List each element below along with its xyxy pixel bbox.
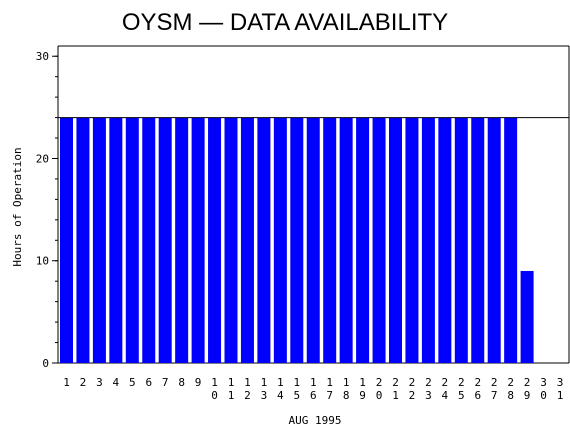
x-tick-label-3: 3 bbox=[96, 376, 103, 389]
bars bbox=[60, 117, 534, 363]
bar-13 bbox=[257, 117, 271, 363]
bar-22 bbox=[405, 117, 419, 363]
bar-29 bbox=[520, 270, 534, 363]
x-tick-label-6: 6 bbox=[145, 376, 152, 389]
y-tick-label-30: 30 bbox=[36, 50, 49, 63]
y-axis: 0 10 20 30 bbox=[36, 50, 58, 370]
bar-11 bbox=[224, 117, 238, 363]
bar-17 bbox=[323, 117, 337, 363]
x-tick-label-5: 5 bbox=[129, 376, 136, 389]
x-tick-label-8: 8 bbox=[178, 376, 185, 389]
bar-6 bbox=[142, 117, 156, 363]
bar-24 bbox=[438, 117, 452, 363]
x-axis: 1 2 3 4 5 6 7 8 9 1 01 11 21 31 41 51 61 71 81 92 02 12 22 32 42… bbox=[63, 376, 563, 402]
bar-18 bbox=[339, 117, 353, 363]
bar-19 bbox=[356, 117, 370, 363]
y-tick-label-0: 0 bbox=[42, 357, 49, 370]
bar-28 bbox=[504, 117, 518, 363]
x-tick-label-2: 2 bbox=[80, 376, 87, 389]
bar-1 bbox=[60, 117, 73, 363]
x-axis-label: AUG 1995 bbox=[289, 414, 342, 427]
bar-9 bbox=[191, 117, 205, 363]
bar-8 bbox=[175, 117, 189, 363]
bar-14 bbox=[273, 117, 287, 363]
x-tick-label-1: 1 bbox=[63, 376, 70, 389]
bar-5 bbox=[125, 117, 139, 363]
bar-20 bbox=[372, 117, 386, 363]
bar-3 bbox=[92, 117, 106, 363]
bar-25 bbox=[454, 117, 468, 363]
bar-23 bbox=[421, 117, 435, 363]
bar-10 bbox=[208, 117, 222, 363]
x-tick-label-9: 9 bbox=[195, 376, 202, 389]
bar-16 bbox=[306, 117, 320, 363]
bar-7 bbox=[158, 117, 172, 363]
chart-title: OYSM — DATA AVAILABILITY bbox=[122, 9, 448, 36]
y-axis-label: Hours of Operation bbox=[11, 147, 24, 266]
bar-26 bbox=[471, 117, 485, 363]
bar-15 bbox=[290, 117, 304, 363]
y-tick-label-20: 20 bbox=[36, 152, 49, 165]
x-tick-label-4: 4 bbox=[113, 376, 120, 389]
bar-27 bbox=[487, 117, 501, 363]
bar-2 bbox=[76, 117, 90, 363]
bar-12 bbox=[240, 117, 254, 363]
bar-4 bbox=[109, 117, 123, 363]
y-tick-label-10: 10 bbox=[36, 255, 49, 268]
x-tick-label-7: 7 bbox=[162, 376, 169, 389]
bar-21 bbox=[389, 117, 402, 363]
